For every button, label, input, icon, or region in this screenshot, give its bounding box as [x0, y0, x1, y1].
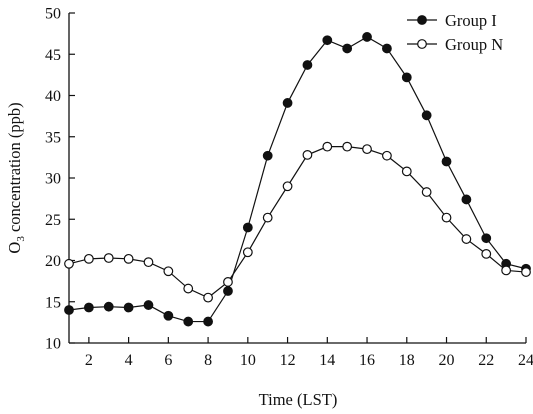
x-tick-label: 8 — [204, 352, 212, 369]
x-tick-label: 4 — [125, 352, 133, 369]
legend-marker-group-i — [417, 15, 427, 25]
data-point-group-i — [83, 302, 94, 313]
data-point-group-n — [501, 265, 512, 276]
data-point-group-n — [282, 181, 293, 192]
data-point-group-i — [223, 286, 233, 296]
data-point-group-n — [223, 277, 233, 287]
data-point-group-n — [123, 253, 134, 264]
data-point-group-i — [302, 60, 313, 70]
y-tick-label: 10 — [45, 336, 61, 353]
y-tick-label: 50 — [45, 6, 61, 23]
data-point-group-i — [322, 35, 333, 46]
data-point-group-i — [282, 98, 293, 108]
data-point-group-n — [83, 253, 94, 264]
legend-label-group-n: Group N — [445, 35, 503, 54]
data-point-group-n — [342, 141, 353, 152]
legend-item-group-i: Group I — [407, 11, 497, 30]
series-line-group-n — [68, 146, 527, 299]
x-tick-label: 22 — [478, 352, 494, 369]
data-point-group-n — [242, 247, 253, 258]
x-axis-ticks: 2 4 6 8 10 12 14 16 18 20 22 24 — [85, 337, 533, 369]
data-point-group-n — [401, 166, 412, 177]
data-point-group-i — [143, 300, 154, 310]
data-point-group-n — [183, 283, 194, 294]
x-tick-label: 18 — [399, 352, 415, 369]
y-tick-label: 45 — [45, 47, 61, 64]
y-tick-label: 35 — [45, 129, 61, 146]
legend: Group I Group N — [407, 11, 503, 54]
data-point-group-i — [401, 72, 412, 83]
data-point-group-i — [441, 156, 452, 167]
data-point-group-n — [302, 149, 313, 160]
y-tick-label: 30 — [45, 171, 61, 188]
x-tick-label: 20 — [439, 352, 455, 369]
x-tick-label: 12 — [280, 352, 296, 369]
y-axis-title-suffix: concentration (ppb) — [5, 102, 24, 236]
y-axis-ticks: 10 15 20 25 30 35 40 45 50 — [45, 6, 75, 353]
data-point-group-i — [481, 233, 492, 244]
data-point-group-i — [382, 43, 392, 54]
data-point-group-i — [123, 302, 134, 313]
data-point-group-i — [64, 305, 74, 315]
x-tick-label: 14 — [319, 352, 335, 369]
data-point-group-i — [421, 110, 432, 121]
legend-item-group-n: Group N — [407, 35, 503, 54]
data-point-group-i — [362, 32, 372, 42]
y-axis-title-prefix: O — [5, 242, 24, 254]
y-tick-label: 20 — [45, 253, 61, 270]
data-point-group-n — [143, 257, 154, 268]
legend-marker-group-n — [417, 39, 427, 49]
data-point-group-n — [421, 187, 432, 197]
data-point-group-i — [103, 301, 114, 312]
x-tick-label: 10 — [240, 352, 256, 369]
y-tick-label: 15 — [45, 294, 61, 311]
data-point-group-n — [362, 144, 372, 155]
data-point-group-n — [322, 141, 333, 152]
data-point-group-i — [163, 310, 174, 321]
data-point-group-n — [521, 267, 531, 277]
data-point-group-n — [203, 292, 213, 303]
series-line-group-i — [68, 36, 527, 323]
data-point-group-n — [103, 253, 114, 263]
x-tick-label: 24 — [518, 352, 533, 369]
data-point-group-n — [262, 212, 273, 223]
data-point-group-n — [461, 234, 472, 244]
data-point-group-i — [242, 222, 253, 233]
y-tick-label: 25 — [45, 212, 61, 229]
y-axis-title: O3 concentration (ppb) — [5, 102, 27, 253]
data-point-group-n — [163, 266, 174, 277]
data-point-group-n — [382, 150, 392, 161]
data-point-group-i — [342, 43, 353, 54]
x-axis-title: Time (LST) — [259, 390, 338, 409]
data-point-group-i — [262, 150, 273, 161]
data-point-group-i — [461, 194, 472, 205]
data-point-group-n — [64, 258, 74, 269]
y-tick-label: 40 — [45, 88, 61, 105]
series-layer — [64, 32, 531, 327]
data-point-group-i — [203, 316, 213, 327]
x-tick-label: 2 — [85, 352, 93, 369]
data-point-group-n — [481, 248, 492, 259]
y-axis-title-subscript: 3 — [15, 236, 27, 242]
x-tick-label: 6 — [164, 352, 172, 369]
legend-label-group-i: Group I — [445, 11, 497, 30]
x-tick-label: 16 — [359, 352, 375, 369]
data-point-group-i — [183, 316, 194, 327]
data-point-group-n — [441, 212, 452, 223]
